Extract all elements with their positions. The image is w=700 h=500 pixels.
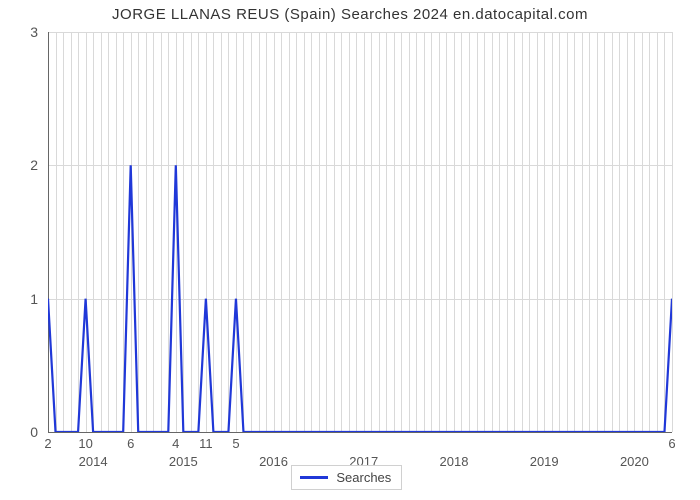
series-line: [48, 32, 672, 432]
chart-title: JORGE LLANAS REUS (Spain) Searches 2024 …: [0, 6, 700, 23]
chart-container: JORGE LLANAS REUS (Spain) Searches 2024 …: [0, 0, 700, 500]
y-tick-label: 1: [30, 291, 38, 307]
x-year-label: 2015: [169, 454, 198, 469]
x-value-label: 10: [78, 436, 92, 451]
x-year-label: 2020: [620, 454, 649, 469]
x-value-label: 2: [44, 436, 51, 451]
legend-swatch: [300, 476, 328, 479]
x-axis-line: [48, 432, 672, 433]
legend: Searches: [291, 465, 402, 490]
x-year-label: 2018: [440, 454, 469, 469]
x-value-label: 6: [127, 436, 134, 451]
y-tick-label: 0: [30, 424, 38, 440]
legend-label: Searches: [336, 470, 391, 485]
x-year-label: 2016: [259, 454, 288, 469]
x-value-label: 4: [172, 436, 179, 451]
y-tick-label: 2: [30, 157, 38, 173]
x-year-label: 2014: [79, 454, 108, 469]
x-year-label: 2019: [530, 454, 559, 469]
plot-area: 0123201420152016201720182019202021064115…: [48, 32, 672, 432]
x-gridline: [672, 32, 673, 432]
x-value-label: 11: [199, 436, 213, 451]
y-tick-label: 3: [30, 24, 38, 40]
x-value-label: 5: [232, 436, 239, 451]
x-value-label: 6: [668, 436, 675, 451]
